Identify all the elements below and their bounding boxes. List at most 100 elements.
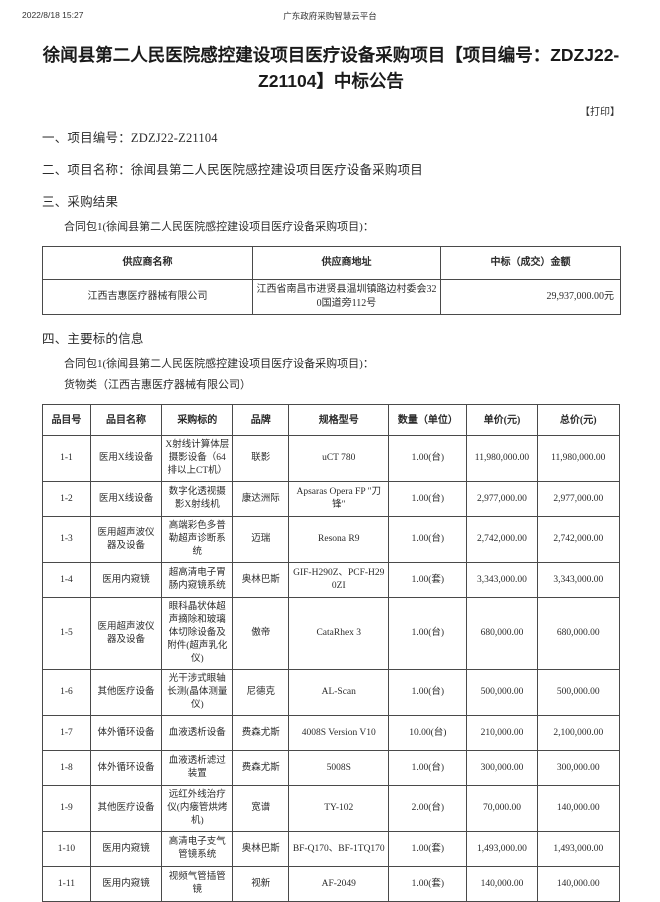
quantity-unit: 1.00(台) [388,516,468,563]
column-header-brand: 品牌 [232,404,290,436]
procurement-subject: 视频气管插管镜 [161,866,234,902]
column-header-award-amount: 中标（成交）金额 [440,246,621,280]
item-no: 1-1 [42,435,91,482]
item-no: 1-4 [42,562,91,598]
model: 4008S Version V10 [288,715,390,751]
brand: 康达洲际 [232,481,290,517]
brand: 奥林巴斯 [232,831,290,867]
goods-category-supplier-label: 货物类（江西吉惠医疗器械有限公司） [64,379,251,391]
brand: 奥林巴斯 [232,562,290,598]
table-header-row: 供应商名称 供应商地址 中标（成交）金额 [42,246,621,280]
model: TY-102 [288,785,390,832]
quantity-unit: 1.00(套) [388,562,468,598]
table-row: 1-3 医用超声波仪器及设备 高端彩色多普勒超声诊断系统 迈瑞 Resona R9 1.0… [42,516,621,563]
item-no: 1-5 [42,597,91,670]
unit-price: 680,000.00 [466,597,538,670]
brand: 迈瑞 [232,516,290,563]
item-no: 1-3 [42,516,91,563]
print-link[interactable]: 【打印】 [580,107,620,118]
item-no: 1-6 [42,669,91,716]
total-price: 680,000.00 [536,597,621,670]
procurement-subject: 眼科晶状体超声摘除和玻璃体切除设备及附件(超声乳化仪) [161,597,234,670]
brand: 尼德克 [232,669,290,716]
unit-price: 210,000.00 [466,715,538,751]
quantity-unit: 1.00(台) [388,750,468,786]
column-header-supplier-name: 供应商名称 [42,246,253,280]
table-row: 1-5 医用超声波仪器及设备 眼科晶状体超声摘除和玻璃体切除设备及附件(超声乳化仪)… [42,597,621,670]
item-no: 1-2 [42,481,91,517]
unit-price: 3,343,000.00 [466,562,538,598]
procurement-subject: 血液透析滤过装置 [161,750,234,786]
model: AL-Scan [288,669,390,716]
section-procurement-result: 三、采购结果 [42,195,119,209]
item-category: 医用内窥镜 [89,866,163,902]
total-price: 140,000.00 [536,866,621,902]
item-category: 医用超声波仪器及设备 [89,597,163,670]
table-row: 1-11 医用内窥镜 视频气管插管镜 视新 AF-2049 1.00(套) 140,000.… [42,866,621,902]
item-no: 1-7 [42,715,91,751]
page-title: 徐闻县第二人民医院感控建设项目医疗设备采购项目【项目编号：ZDZJ22-Z211… [42,45,620,91]
total-price: 2,100,000.00 [536,715,621,751]
column-header-procurement-subject: 采购标的 [161,404,234,436]
table-row: 1-2 医用X线设备 数字化透视摄影X射线机 康达洲际 Apsaras Opera FP… [42,481,621,517]
table-row: 江西吉惠医疗器械有限公司 江西省南昌市进贤县温圳镇路边村委会320国道旁112号… [42,279,621,315]
brand: 傲帝 [232,597,290,670]
column-header-unit-price: 单价(元) [466,404,538,436]
contract-package-1-label-2: 合同包1(徐闻县第二人民医院感控建设项目医疗设备采购项目)： [64,358,374,370]
brand: 联影 [232,435,290,482]
quantity-unit: 1.00(台) [388,669,468,716]
unit-price: 2,977,000.00 [466,481,538,517]
table-row: 1-6 其他医疗设备 光干涉式眼轴长测(晶体测量仪) 尼德克 AL-Scan 1.00(台… [42,669,621,716]
brand: 视新 [232,866,290,902]
column-header-model: 规格型号 [288,404,390,436]
total-price: 2,977,000.00 [536,481,621,517]
column-header-total-price: 总价(元) [536,404,621,436]
procurement-subject: 数字化透视摄影X射线机 [161,481,234,517]
table-row: 1-1 医用X线设备 X射线计算体层摄影设备（64排以上CT机） 联影 uCT 780 1… [42,435,621,482]
procurement-subject: X射线计算体层摄影设备（64排以上CT机） [161,435,234,482]
model: 5008S [288,750,390,786]
total-price: 2,742,000.00 [536,516,621,563]
item-category: 医用超声波仪器及设备 [89,516,163,563]
procurement-subject: 超高清电子胃肠内窥镜系统 [161,562,234,598]
supplier-name: 江西吉惠医疗器械有限公司 [42,279,253,315]
table-row: 1-4 医用内窥镜 超高清电子胃肠内窥镜系统 奥林巴斯 GIF-H290Z、PCF-H2… [42,562,621,598]
item-category: 医用内窥镜 [89,562,163,598]
column-header-item-no: 品目号 [42,404,91,436]
quantity-unit: 1.00(套) [388,831,468,867]
total-price: 1,493,000.00 [536,831,621,867]
procurement-subject: 远红外线治疗仪(内瘘管烘烤机) [161,785,234,832]
print-header-site-name: 广东政府采购智慧云平台 [283,11,377,21]
procurement-subject: 高清电子支气管镜系统 [161,831,234,867]
model: GIF-H290Z、PCF-H290ZI [288,562,390,598]
procurement-subject: 高端彩色多普勒超声诊断系统 [161,516,234,563]
table-header-row: 品目号 品目名称 采购标的 品牌 规格型号 数量（单位） 单价(元) 总价(元) [42,404,621,436]
table-row: 1-10 医用内窥镜 高清电子支气管镜系统 奥林巴斯 BF-Q170、BF-1TQ170… [42,831,621,867]
model: uCT 780 [288,435,390,482]
quantity-unit: 1.00(台) [388,435,468,482]
table-row: 1-9 其他医疗设备 远红外线治疗仪(内瘘管烘烤机) 宽谱 TY-102 2.00(台) 7… [42,785,621,832]
item-no: 1-8 [42,750,91,786]
model: BF-Q170、BF-1TQ170 [288,831,390,867]
section-main-subject-info: 四、主要标的信息 [42,332,144,346]
award-amount: 29,937,000.00元 [440,279,621,315]
item-no: 1-9 [42,785,91,832]
unit-price: 11,980,000.00 [466,435,538,482]
column-header-item-category: 品目名称 [89,404,163,436]
supplier-address: 江西省南昌市进贤县温圳镇路边村委会320国道旁112号 [252,279,441,315]
print-header-date: 2022/8/18 15:27 [22,10,84,20]
section-project-number: 一、项目编号：ZDZJ22-Z21104 [42,131,218,145]
brand: 费森尤斯 [232,750,290,786]
brand: 宽谱 [232,785,290,832]
quantity-unit: 1.00(台) [388,481,468,517]
item-no: 1-10 [42,831,91,867]
model: CataRhex 3 [288,597,390,670]
quantity-unit: 10.00(台) [388,715,468,751]
total-price: 500,000.00 [536,669,621,716]
quantity-unit: 1.00(台) [388,597,468,670]
column-header-quantity-unit: 数量（单位） [388,404,468,436]
total-price: 300,000.00 [536,750,621,786]
procurement-subject: 血液透析设备 [161,715,234,751]
item-category: 医用X线设备 [89,481,163,517]
